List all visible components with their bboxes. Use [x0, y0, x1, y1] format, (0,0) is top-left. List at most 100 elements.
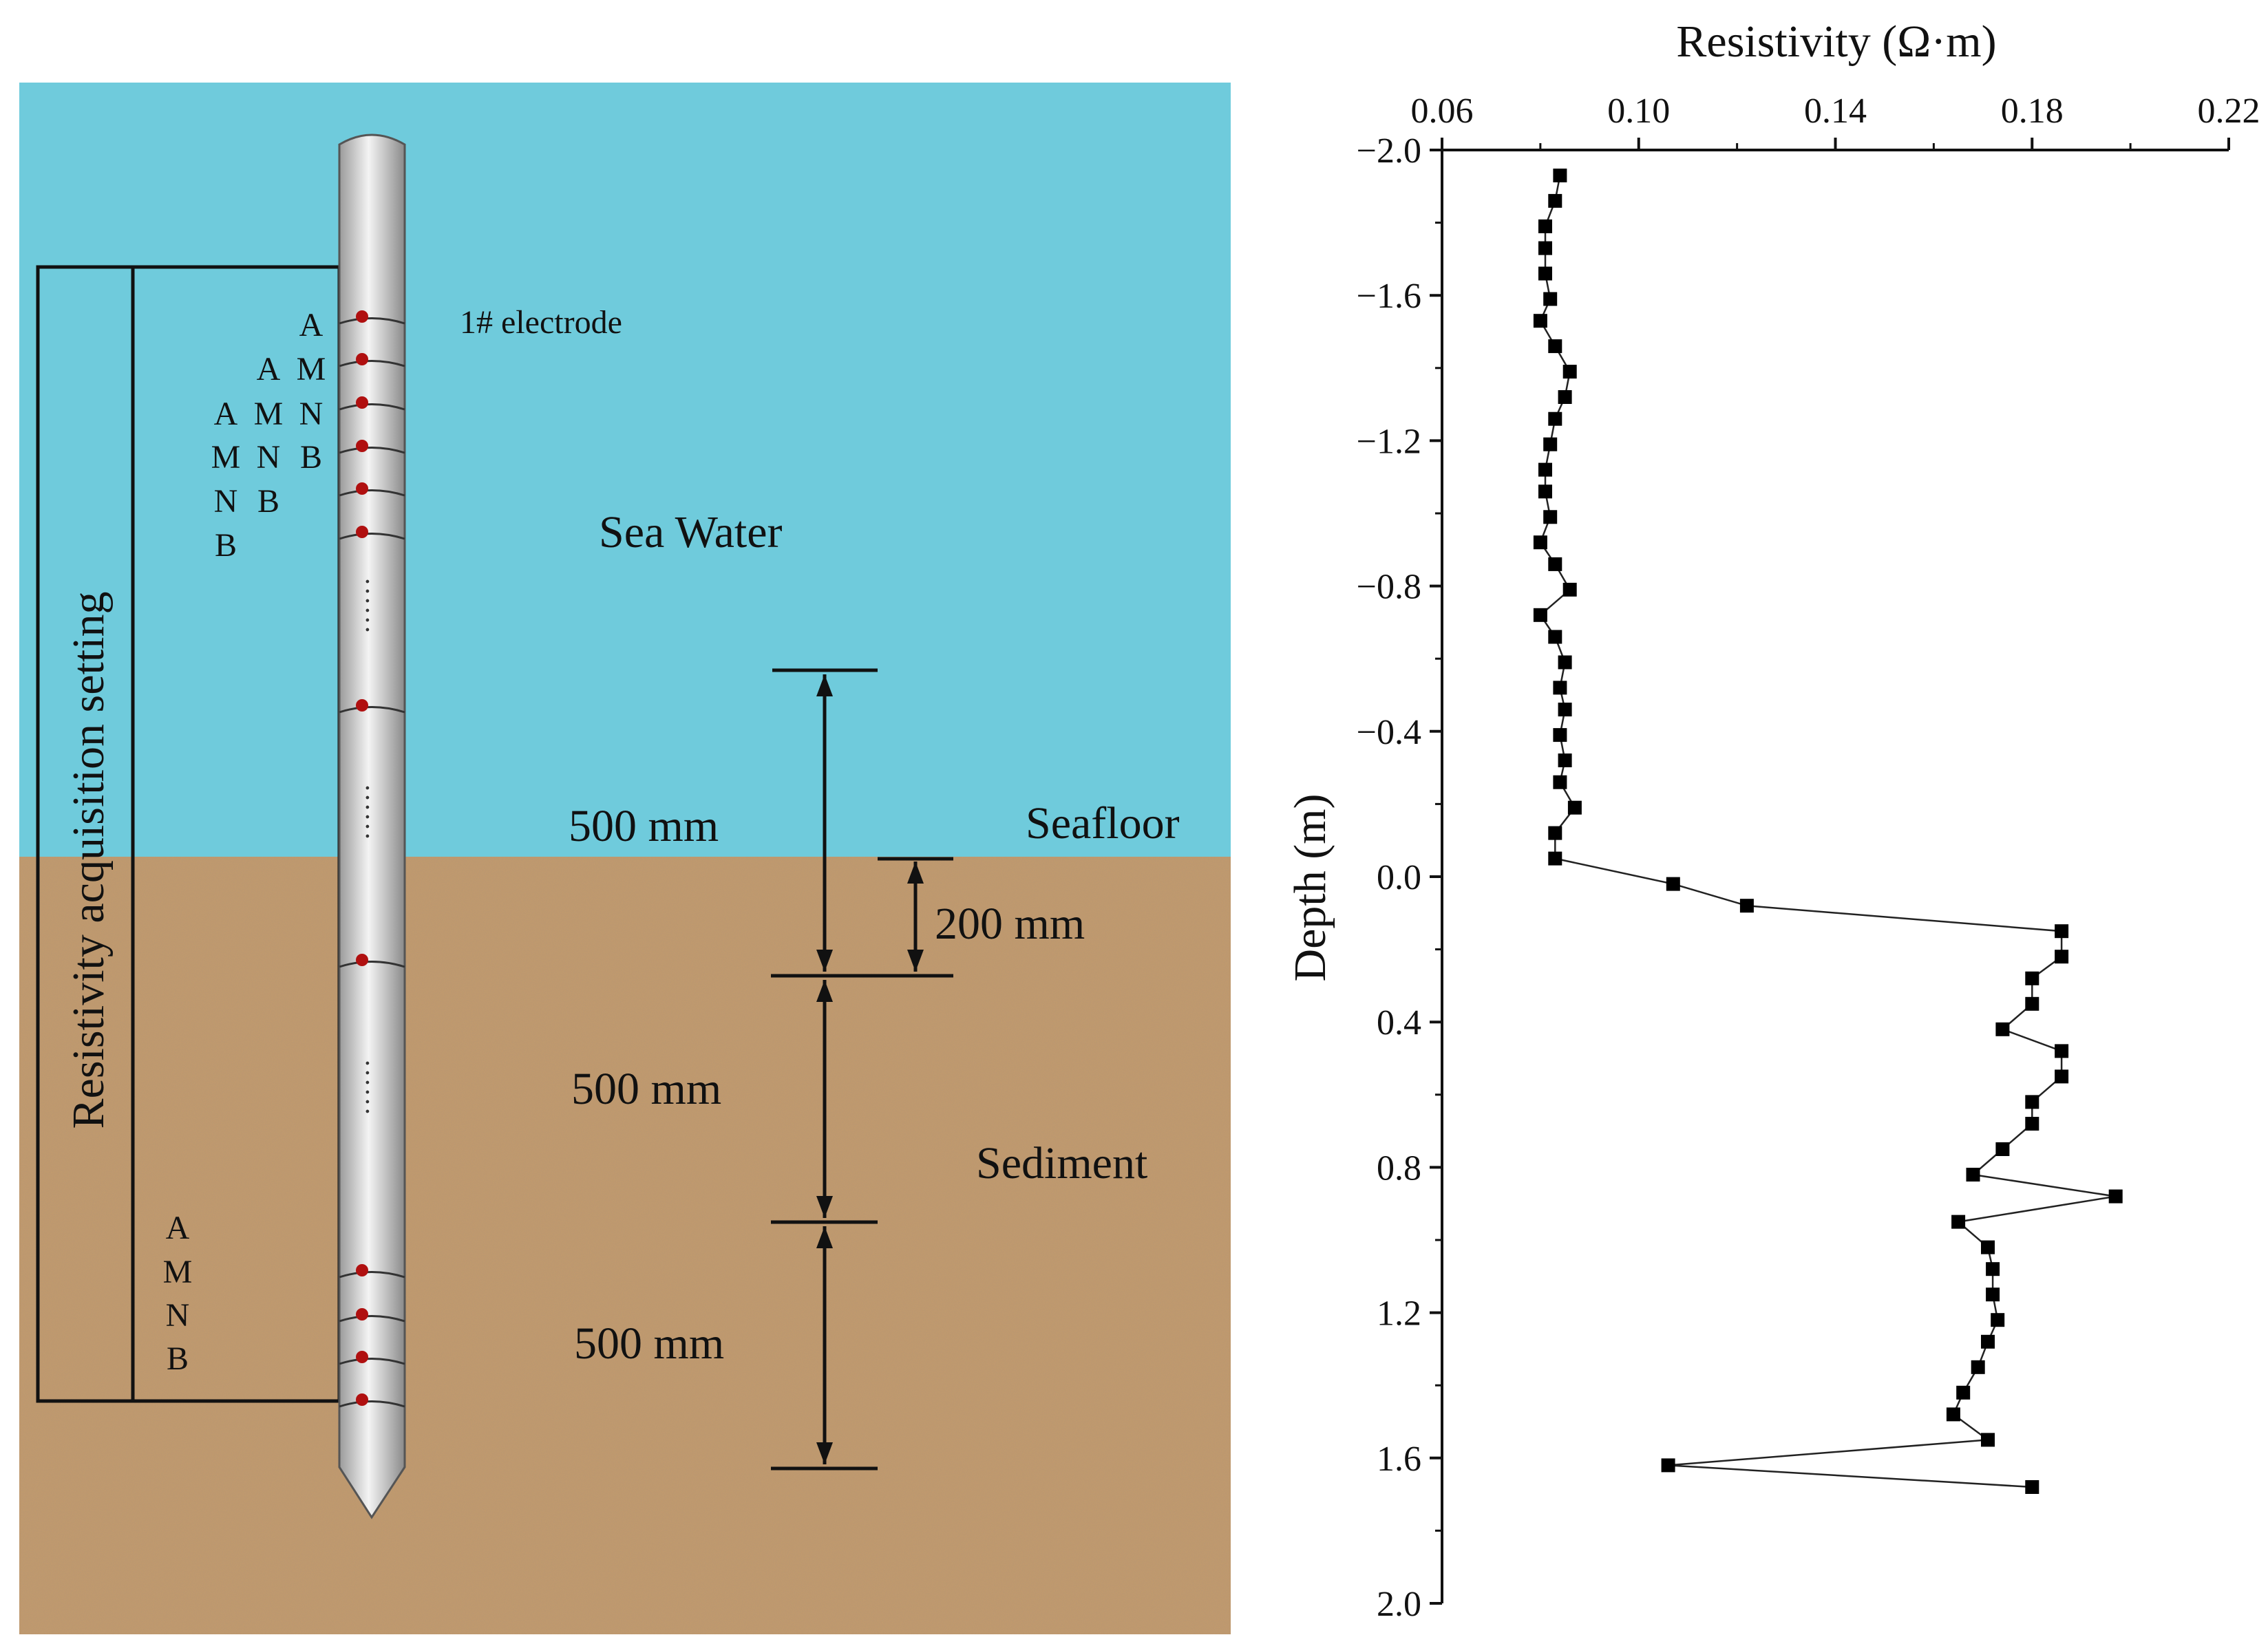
data-point — [1543, 510, 1558, 524]
setting-label: Resistivity acquisition setting — [63, 592, 114, 1129]
y-tick-label: −1.2 — [1357, 422, 1421, 461]
letter-M: M — [297, 351, 326, 387]
electrode-ring — [339, 1308, 405, 1323]
sediment-texture — [19, 857, 1231, 1634]
data-point — [1946, 1407, 1960, 1422]
electrode-ring — [339, 526, 405, 540]
electrode-letters: A A M A M N M N B N B B — [211, 307, 326, 564]
data-point — [1956, 1385, 1971, 1400]
data-point — [1986, 1287, 2000, 1302]
electrodes — [339, 310, 405, 1408]
data-point — [1548, 630, 1562, 644]
data-point — [2025, 1117, 2039, 1131]
data-point — [1533, 535, 1547, 550]
electrode-ring — [339, 396, 405, 411]
letter-N: N — [214, 483, 238, 520]
data-point — [1538, 219, 1552, 233]
data-point — [1548, 339, 1562, 354]
letter-A: A — [257, 351, 281, 387]
letter-A: A — [299, 307, 324, 343]
data-point — [1951, 1215, 1966, 1229]
data-point — [1543, 292, 1558, 306]
data-point — [1981, 1240, 1995, 1254]
data-point — [1538, 241, 1552, 255]
letter-N: N — [299, 396, 324, 432]
electrode-ring — [339, 1264, 405, 1279]
data-point — [1995, 1142, 2010, 1156]
data-point — [1553, 775, 1567, 789]
y-tick-label: 0.4 — [1377, 1003, 1421, 1043]
data-point — [1538, 484, 1552, 499]
letter-A: A — [166, 1210, 190, 1246]
letter-N: N — [166, 1297, 190, 1334]
data-point — [1543, 437, 1558, 451]
data-point — [2025, 1095, 2039, 1109]
electrode-ring — [339, 440, 405, 454]
data-point — [1533, 608, 1547, 622]
y-tick-label: 1.2 — [1377, 1294, 1421, 1334]
y-tick-label: 0.0 — [1377, 858, 1421, 897]
letter-B: B — [215, 527, 237, 564]
seafloor-label: Seafloor — [1026, 798, 1180, 848]
data-point — [1991, 1313, 2005, 1327]
electrode-ring — [339, 1393, 405, 1408]
data-point — [1548, 193, 1562, 208]
data-point — [1553, 681, 1567, 695]
x-tick-label: 0.22 — [2198, 92, 2260, 131]
data-point — [2025, 971, 2039, 985]
ellipsis-1: ...... — [360, 578, 391, 636]
y-tick-label: 2.0 — [1377, 1585, 1421, 1624]
electrode-ring — [339, 699, 405, 714]
y-tick-label: 1.6 — [1377, 1440, 1421, 1479]
data-point — [1548, 412, 1562, 426]
data-point — [1558, 703, 1572, 717]
electrode-ring — [339, 310, 405, 325]
electrode-ring — [339, 954, 405, 968]
data-point — [2055, 1044, 2069, 1058]
data-point — [1986, 1262, 2000, 1276]
y-axis-label: Depth (m) — [1285, 793, 1335, 981]
sediment-label: Sediment — [976, 1138, 1147, 1188]
data-point — [2025, 996, 2039, 1011]
dimension-label-middle: 500 mm — [571, 1064, 721, 1114]
data-point — [1538, 462, 1552, 477]
electrode-ring — [339, 353, 405, 367]
data-point — [1739, 899, 1754, 913]
data-point — [1562, 365, 1577, 379]
data-point — [1995, 1022, 2010, 1036]
probe-diagram: Resistivity acquisition setting ...... .… — [19, 83, 1231, 1634]
letter-B: B — [167, 1340, 189, 1377]
data-point — [1553, 728, 1567, 742]
data-point — [1966, 1168, 1980, 1182]
data-point — [2108, 1189, 2123, 1204]
x-tick-label: 0.06 — [1411, 92, 1474, 131]
y-tick-label: 0.8 — [1377, 1148, 1421, 1188]
letter-B: B — [300, 439, 322, 475]
data-point — [1562, 582, 1577, 597]
sea-water-region — [19, 83, 1231, 857]
letter-A: A — [214, 396, 238, 432]
x-tick-label: 0.14 — [1804, 92, 1867, 131]
ellipsis-2: ...... — [360, 784, 391, 842]
data-point — [1558, 753, 1572, 767]
x-tick-label: 0.18 — [2001, 92, 2064, 131]
data-point — [1548, 826, 1562, 840]
chart-axes: 0.06 0.10 0.14 0.18 0.22 −2.0 −1.6 −1.2 −0.8 −0.4… — [1357, 92, 2260, 1624]
data-point — [1981, 1433, 1995, 1447]
series-line — [1539, 175, 2116, 1488]
data-point — [2055, 950, 2069, 964]
sea-water-label: Sea Water — [599, 507, 783, 557]
data-point — [1548, 557, 1562, 571]
data-point — [1548, 851, 1562, 866]
data-point — [1567, 800, 1582, 815]
y-tick-label: −2.0 — [1357, 131, 1421, 171]
chart-series — [1533, 169, 2123, 1494]
data-point — [1558, 390, 1572, 404]
y-tick-label: −0.4 — [1357, 713, 1421, 752]
letter-N: N — [257, 439, 281, 475]
data-point — [1553, 169, 1567, 182]
dimension-label-bottom: 500 mm — [574, 1318, 724, 1369]
probe-rod — [338, 133, 406, 1519]
chart-title: Resistivity (Ω·m) — [1676, 17, 1996, 67]
data-point — [1661, 1458, 1675, 1473]
